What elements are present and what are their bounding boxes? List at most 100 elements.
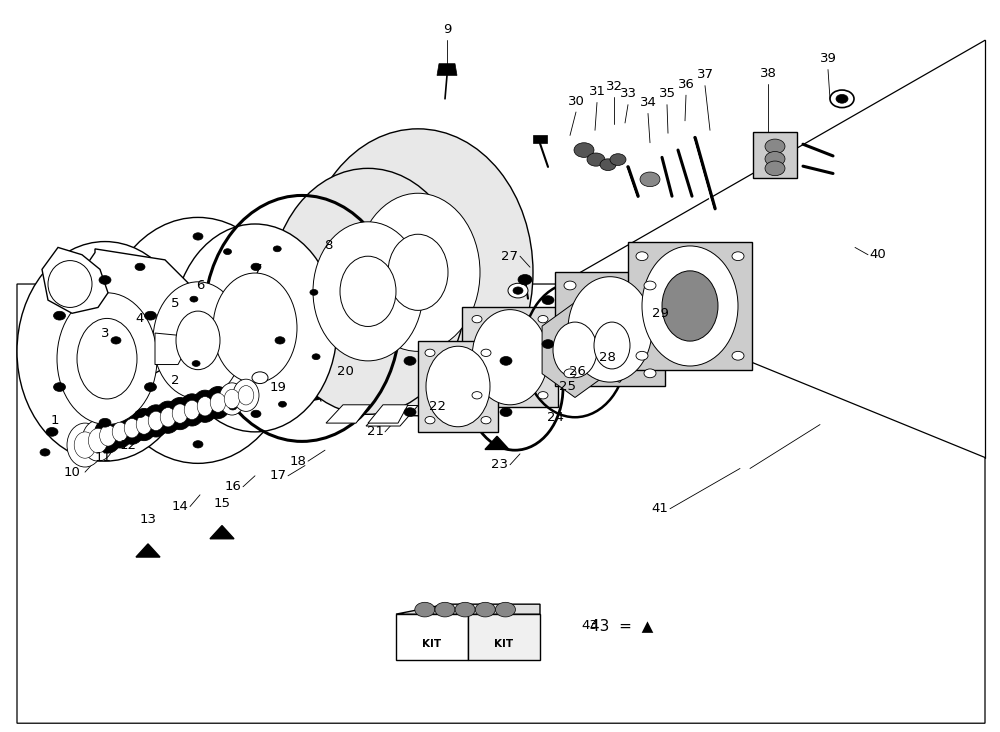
Ellipse shape	[594, 322, 630, 369]
Circle shape	[610, 154, 626, 165]
Text: 31: 31	[588, 85, 606, 98]
Text: 1: 1	[51, 414, 59, 427]
Circle shape	[252, 372, 268, 384]
Circle shape	[830, 90, 854, 108]
Ellipse shape	[184, 400, 200, 419]
Circle shape	[273, 246, 281, 252]
Polygon shape	[533, 135, 547, 143]
Circle shape	[275, 337, 285, 344]
Polygon shape	[555, 272, 665, 386]
Text: 22: 22	[430, 400, 446, 413]
Circle shape	[564, 369, 576, 378]
Text: 8: 8	[324, 239, 332, 252]
Text: 37: 37	[696, 68, 714, 81]
Text: 10: 10	[64, 466, 80, 479]
Text: 6: 6	[196, 279, 204, 292]
Ellipse shape	[224, 389, 240, 408]
Ellipse shape	[100, 425, 116, 446]
Circle shape	[508, 283, 528, 298]
Ellipse shape	[88, 428, 108, 453]
Ellipse shape	[238, 386, 254, 405]
Circle shape	[312, 354, 320, 359]
Circle shape	[644, 369, 656, 378]
Circle shape	[310, 289, 318, 295]
Text: 5: 5	[171, 297, 179, 310]
Polygon shape	[210, 526, 234, 539]
Circle shape	[564, 281, 576, 290]
Text: 35: 35	[658, 87, 676, 100]
Circle shape	[54, 311, 66, 320]
Text: 18: 18	[290, 455, 306, 468]
Ellipse shape	[107, 416, 133, 448]
Text: 40: 40	[870, 248, 886, 261]
Ellipse shape	[472, 310, 548, 405]
Ellipse shape	[160, 408, 176, 427]
Circle shape	[251, 410, 261, 417]
Circle shape	[500, 408, 512, 417]
Circle shape	[666, 340, 678, 348]
Circle shape	[193, 441, 203, 448]
Circle shape	[836, 94, 848, 103]
Text: 23: 23	[492, 458, 509, 471]
Ellipse shape	[100, 217, 296, 463]
Circle shape	[538, 315, 548, 323]
Ellipse shape	[17, 242, 193, 461]
Ellipse shape	[270, 168, 466, 414]
Polygon shape	[136, 544, 160, 557]
Ellipse shape	[313, 222, 423, 361]
Ellipse shape	[303, 129, 533, 416]
Text: 14: 14	[172, 500, 188, 513]
Circle shape	[587, 153, 605, 166]
Circle shape	[40, 449, 50, 456]
Ellipse shape	[192, 390, 218, 422]
Circle shape	[481, 417, 491, 424]
Ellipse shape	[205, 386, 231, 419]
Text: 26: 26	[569, 365, 585, 378]
Polygon shape	[418, 341, 498, 432]
Text: 17: 17	[270, 469, 287, 482]
Text: 2: 2	[171, 374, 179, 387]
Ellipse shape	[568, 277, 652, 382]
Circle shape	[500, 356, 512, 365]
Text: 28: 28	[599, 351, 615, 364]
Polygon shape	[396, 604, 540, 614]
Ellipse shape	[173, 224, 337, 432]
Text: 36: 36	[678, 78, 694, 91]
Ellipse shape	[340, 256, 396, 326]
Circle shape	[644, 281, 656, 290]
Polygon shape	[326, 405, 370, 423]
Ellipse shape	[155, 401, 181, 433]
Polygon shape	[485, 436, 509, 449]
Circle shape	[435, 602, 455, 617]
Ellipse shape	[82, 420, 114, 461]
Ellipse shape	[213, 273, 297, 383]
Circle shape	[475, 602, 495, 617]
Ellipse shape	[553, 322, 597, 378]
Circle shape	[538, 392, 548, 399]
Circle shape	[732, 252, 744, 261]
Ellipse shape	[136, 415, 152, 434]
Polygon shape	[628, 242, 752, 370]
Polygon shape	[155, 333, 185, 365]
Ellipse shape	[67, 423, 103, 467]
Circle shape	[455, 602, 475, 617]
Circle shape	[54, 383, 66, 392]
Ellipse shape	[179, 394, 205, 426]
Polygon shape	[468, 614, 540, 660]
Ellipse shape	[176, 311, 220, 370]
Text: 7: 7	[254, 263, 262, 276]
Text: 39: 39	[820, 52, 836, 65]
Text: 11: 11	[94, 451, 112, 464]
Circle shape	[404, 356, 416, 365]
Circle shape	[99, 275, 111, 284]
Circle shape	[425, 349, 435, 356]
Text: 43  =  ▲: 43 = ▲	[590, 619, 653, 633]
Polygon shape	[366, 406, 418, 426]
Circle shape	[415, 602, 435, 617]
Text: 4: 4	[136, 312, 144, 325]
Text: 30: 30	[568, 94, 584, 108]
Circle shape	[144, 311, 156, 320]
Circle shape	[135, 410, 145, 417]
Polygon shape	[42, 247, 108, 313]
Circle shape	[636, 252, 648, 261]
